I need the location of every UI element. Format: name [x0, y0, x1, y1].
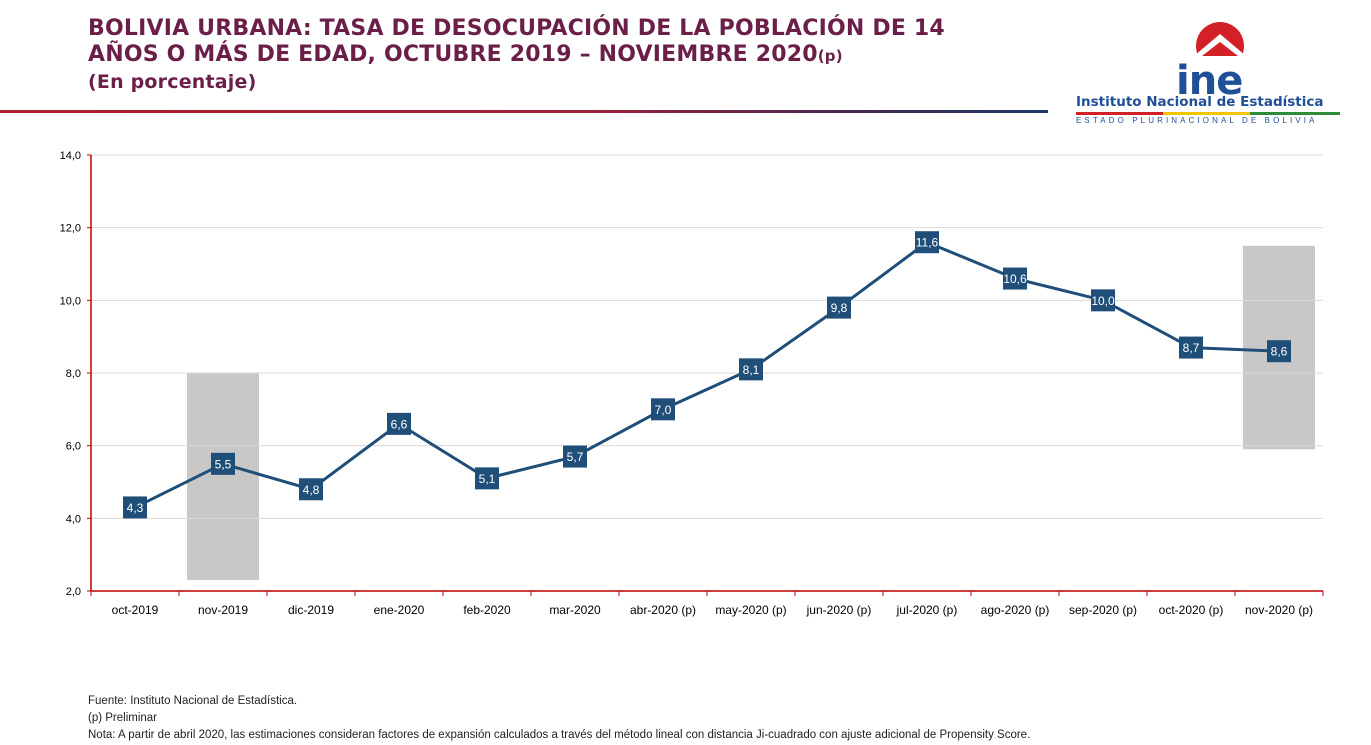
series-line	[134, 240, 1280, 509]
x-tick-label: oct-2020 (p)	[1159, 603, 1224, 617]
y-tick-label: 14,0	[60, 150, 81, 162]
logo-brand: ine	[1176, 58, 1243, 104]
data-label: 7,0	[655, 403, 672, 417]
x-tick-label: dic-2019	[288, 603, 334, 617]
data-point	[827, 296, 851, 319]
units-subtitle: (En porcentaje)	[88, 71, 257, 93]
x-tick-label: may-2020 (p)	[715, 603, 786, 617]
data-point	[739, 358, 763, 381]
y-tick-label: 4,0	[66, 513, 81, 525]
y-tick-label: 8,0	[66, 368, 81, 380]
data-label: 4,3	[127, 501, 144, 515]
x-tick-label: nov-2020 (p)	[1245, 603, 1313, 617]
y-tick-label: 2,0	[66, 586, 81, 598]
data-point	[563, 445, 587, 468]
x-tick-label: nov-2019	[198, 603, 248, 617]
data-point	[1267, 340, 1291, 363]
ine-logo: ine Instituto Nacional de Estadística ES…	[1070, 20, 1360, 130]
x-tick-label: sep-2020 (p)	[1069, 603, 1137, 617]
x-tick-label: ene-2020	[374, 603, 425, 617]
source-note: Fuente: Instituto Nacional de Estadístic…	[88, 695, 298, 707]
data-point	[915, 231, 939, 254]
header-rule	[0, 110, 1048, 113]
data-point	[1003, 267, 1027, 290]
footnotes: Fuente: Instituto Nacional de Estadístic…	[88, 693, 1030, 744]
data-label: 8,1	[743, 363, 760, 377]
logo-institution: Instituto Nacional de Estadística	[1076, 94, 1324, 110]
page-title: BOLIVIA URBANA: TASA DE DESOCUPACIÓN DE …	[88, 16, 1048, 95]
y-tick-label: 10,0	[60, 295, 81, 307]
methodology-note: Nota: A partir de abril 2020, las estima…	[88, 729, 1031, 741]
x-tick-label: ago-2020 (p)	[981, 603, 1050, 617]
data-point	[211, 452, 235, 475]
data-label: 8,6	[1271, 345, 1288, 359]
y-tick-label: 6,0	[66, 441, 81, 453]
preliminary-note: (p) Preliminar	[88, 712, 158, 724]
x-tick-label: mar-2020	[549, 603, 601, 617]
x-tick-label: jun-2020 (p)	[806, 603, 872, 617]
title-line-2: AÑOS O MÁS DE EDAD, OCTUBRE 2019 – NOVIE…	[88, 42, 1048, 69]
data-label: 9,8	[831, 301, 848, 315]
data-label: 8,7	[1183, 341, 1200, 355]
data-label: 10,6	[1003, 272, 1027, 286]
data-label: 11,6	[916, 236, 939, 250]
x-tick-label: oct-2019	[112, 603, 159, 617]
data-label: 5,5	[215, 457, 232, 471]
line-chart: 2,0 4,0 6,0 8,0 10,0 12,0 14,0 oct-2019 nov-2019…	[60, 150, 1324, 617]
title-suffix: (p)	[817, 47, 843, 65]
title-line-1: BOLIVIA URBANA: TASA DE DESOCUPACIÓN DE …	[88, 16, 945, 41]
data-label: 4,8	[303, 483, 320, 497]
logo-state: ESTADO PLURINACIONAL DE BOLIVIA	[1076, 116, 1318, 125]
data-point	[123, 496, 147, 519]
data-label: 5,7	[567, 450, 584, 464]
data-label: 6,6	[391, 417, 408, 431]
data-label: 10,0	[1091, 294, 1115, 308]
logo-emblem-icon	[1194, 22, 1246, 72]
y-tick-label: 12,0	[60, 223, 81, 235]
data-point	[475, 467, 499, 490]
data-label: 5,1	[479, 472, 496, 486]
data-point	[1091, 289, 1115, 312]
x-tick-label: abr-2020 (p)	[630, 603, 696, 617]
title-line-2-text: AÑOS O MÁS DE EDAD, OCTUBRE 2019 – NOVIE…	[88, 42, 818, 67]
data-point	[299, 478, 323, 501]
data-point	[1179, 336, 1203, 359]
data-point	[387, 412, 411, 435]
data-point	[651, 398, 675, 421]
logo-flag-stripe	[1076, 112, 1340, 115]
x-tick-label: jul-2020 (p)	[896, 603, 958, 617]
x-tick-label: feb-2020	[463, 603, 511, 617]
